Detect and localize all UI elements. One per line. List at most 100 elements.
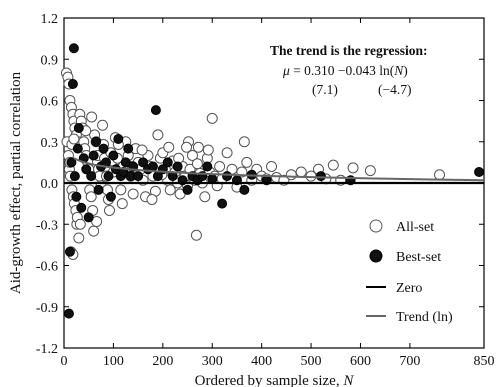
best-set-point: [76, 202, 87, 213]
best-set-point: [88, 150, 99, 161]
best-set-point: [123, 143, 134, 154]
best-set-point: [172, 161, 183, 172]
all-set-point: [86, 111, 98, 123]
all-set-point: [91, 216, 103, 227]
all-set-point: [285, 169, 297, 181]
best-set-point: [162, 157, 173, 168]
annotation-n: N: [393, 63, 404, 78]
all-set-point: [206, 112, 218, 124]
x-tick-label: 300: [202, 354, 223, 369]
best-set-point: [182, 184, 193, 195]
best-set-point: [133, 171, 144, 182]
best-set-point: [113, 134, 124, 144]
legend-all-set-label: All-set: [396, 220, 434, 235]
best-set-point: [81, 164, 92, 175]
best-set-point: [222, 171, 233, 182]
best-set-point: [120, 157, 131, 168]
legend: All-set Best-set Zero Trend (ln): [366, 219, 453, 325]
legend-trend-label: Trend (ln): [396, 310, 453, 325]
all-set-point: [434, 169, 446, 181]
all-set-point: [241, 156, 253, 168]
legend-best-set-marker: [369, 249, 383, 263]
legend-zero-label: Zero: [396, 281, 422, 296]
y-tick-label: -0.6: [36, 260, 58, 275]
all-set-point: [163, 141, 175, 153]
all-set-point: [199, 191, 211, 203]
y-axis-title: Aid-growth effect, partial correlation: [8, 71, 24, 294]
best-set-point: [315, 171, 326, 182]
all-set-point: [191, 158, 203, 170]
all-set-point: [364, 165, 376, 177]
all-set-point: [152, 129, 164, 141]
all-set-point: [190, 229, 202, 241]
all-set-point: [88, 225, 100, 237]
all-set-point: [74, 218, 86, 230]
annotation-line2: μ = 0.310 −0.043 ln(N): [282, 63, 408, 78]
best-set-point: [217, 198, 228, 209]
y-tick-label: 0.3: [41, 136, 59, 151]
all-set-point: [266, 161, 278, 172]
best-set-point: [105, 191, 116, 202]
best-set-point: [202, 161, 213, 172]
all-set-point: [97, 119, 109, 131]
all-set-point: [127, 188, 139, 200]
x-tick-label: 700: [399, 354, 420, 369]
annotation-mu: μ: [282, 63, 290, 78]
x-tick-label: 600: [350, 354, 371, 369]
best-set-point: [103, 171, 114, 182]
best-set-point: [91, 136, 102, 147]
best-set-point: [73, 123, 84, 133]
annotation-close: ): [403, 63, 408, 78]
x-axis-title: Ordered by sample size, N: [195, 373, 355, 387]
annotation-line1: The trend is the regression:: [270, 43, 428, 58]
best-set-points: [63, 43, 485, 319]
best-set-point: [68, 43, 79, 54]
legend-best-set-label: Best-set: [396, 250, 441, 265]
all-set-point: [146, 194, 158, 205]
best-set-point: [83, 212, 94, 223]
all-set-point: [103, 205, 115, 216]
annotation-t2: (−4.7): [378, 82, 411, 97]
best-set-point: [150, 105, 161, 116]
x-tick-label: 100: [103, 354, 124, 369]
all-set-point: [115, 184, 127, 196]
best-set-point: [71, 191, 82, 202]
all-set-point: [73, 232, 85, 244]
best-set-point: [147, 161, 158, 172]
y-tick-label: -1.2: [36, 342, 58, 357]
best-set-point: [138, 157, 149, 168]
y-tick-label: -0.3: [36, 218, 58, 233]
x-tick-label: 200: [152, 354, 173, 369]
all-set-point: [136, 144, 148, 156]
all-set-point: [214, 161, 226, 172]
all-set-point: [85, 191, 97, 203]
x-tick-label: 400: [251, 354, 272, 369]
best-set-point: [108, 150, 119, 161]
x-tick-label: 0: [61, 354, 68, 369]
best-set-point: [69, 171, 80, 182]
y-tick-label: 1.2: [41, 12, 59, 27]
all-set-point: [116, 198, 128, 210]
all-set-point: [186, 150, 198, 161]
best-set-point: [72, 143, 83, 154]
trend-line: [73, 157, 485, 182]
all-set-point: [221, 147, 233, 159]
x-tick-label: 500: [301, 354, 322, 369]
best-set-point: [86, 171, 97, 182]
all-set-point: [327, 159, 339, 171]
best-set-point: [239, 184, 250, 195]
legend-all-set-marker: [369, 219, 383, 233]
best-set-point: [67, 79, 78, 89]
best-set-point: [64, 246, 75, 257]
x-tick-labels: 0 100 200 300 400 500 600 700 850: [61, 354, 495, 369]
y-tick-label: 0.9: [41, 53, 59, 68]
all-set-point: [347, 162, 359, 174]
regression-annotation: The trend is the regression: μ = 0.310 −…: [270, 43, 428, 97]
annotation-equation: = 0.310 −0.043 ln(: [290, 63, 395, 78]
all-set-point: [181, 141, 193, 153]
all-set-point: [164, 184, 176, 196]
all-set-point: [295, 166, 307, 178]
annotation-t1: (7.1): [312, 82, 338, 97]
all-set-point: [192, 141, 204, 153]
all-set-point: [202, 144, 214, 156]
